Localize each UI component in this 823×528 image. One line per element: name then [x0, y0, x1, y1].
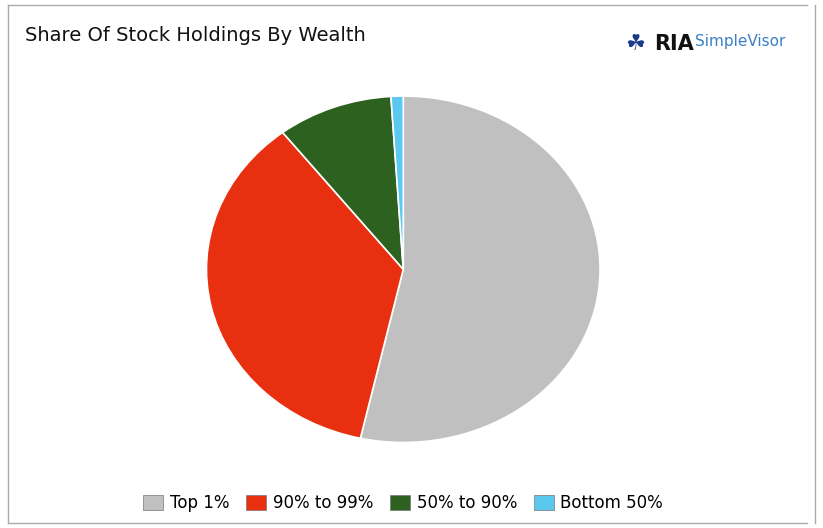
- Wedge shape: [391, 96, 403, 269]
- Text: SimpleVisor: SimpleVisor: [695, 34, 786, 49]
- Wedge shape: [360, 96, 600, 442]
- Text: ☘: ☘: [625, 34, 645, 54]
- Legend: Top 1%, 90% to 99%, 50% to 90%, Bottom 50%: Top 1%, 90% to 99%, 50% to 90%, Bottom 5…: [135, 486, 672, 521]
- Wedge shape: [207, 133, 403, 438]
- Wedge shape: [282, 97, 403, 269]
- Text: Share Of Stock Holdings By Wealth: Share Of Stock Holdings By Wealth: [25, 26, 365, 45]
- Text: RIA: RIA: [654, 34, 694, 54]
